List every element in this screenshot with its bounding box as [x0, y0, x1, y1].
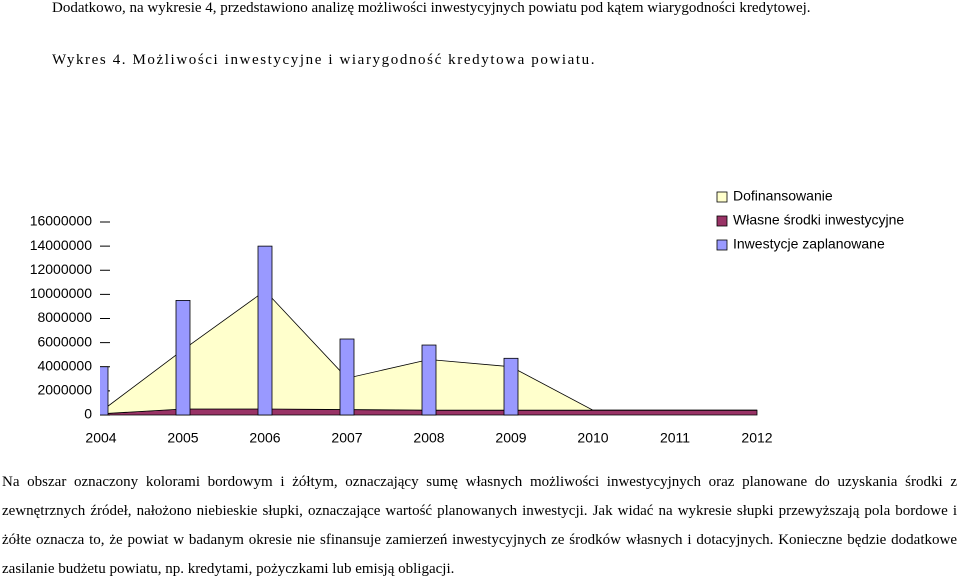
- y-tick-label: 2000000: [37, 382, 92, 398]
- y-tick-label: 4000000: [37, 357, 92, 373]
- bar: [339, 338, 355, 416]
- legend-swatch: [716, 215, 728, 227]
- legend-label: Własne środki inwestycyjne: [733, 212, 904, 228]
- y-tick-label: 10000000: [30, 285, 93, 301]
- y-tick-label: 0: [84, 406, 92, 422]
- legend-swatch: [716, 239, 728, 251]
- legend-swatch: [716, 191, 728, 203]
- x-tick-label: 2011: [660, 430, 690, 446]
- y-tick-label: 6000000: [37, 333, 92, 349]
- caption: Wykres 4. Możliwości inwestycyjne i wiar…: [52, 52, 597, 68]
- x-tick-label: 2010: [577, 430, 608, 446]
- legend-label: Dofinansowanie: [733, 188, 833, 204]
- x-tick-label: 2007: [331, 430, 362, 446]
- bar: [175, 300, 191, 416]
- bar: [421, 344, 437, 416]
- x-tick-label: 2006: [249, 430, 280, 446]
- x-tick-label: 2012: [741, 430, 772, 446]
- x-tick-label: 2009: [495, 430, 526, 446]
- x-tick-label: 2004: [85, 430, 116, 446]
- bar: [503, 357, 519, 416]
- x-tick-label: 2008: [413, 430, 444, 446]
- legend-label: Inwestycje zaplanowane: [733, 236, 885, 252]
- y-tick-label: 14000000: [30, 237, 93, 253]
- y-tick-label: 8000000: [37, 309, 92, 325]
- paragraph: Na obszar oznaczony kolorami bordowym i …: [2, 474, 957, 577]
- y-tick-label: 12000000: [30, 261, 93, 277]
- bars: [100, 245, 519, 416]
- bar: [100, 366, 109, 416]
- x-tick-label: 2005: [167, 430, 198, 446]
- chart: 0 2000000 4000000 6000000 8000000 10000000 120…: [30, 188, 905, 446]
- bar: [257, 245, 273, 416]
- y-tick-label: 16000000: [30, 213, 93, 229]
- paragraph: Dodatkowo, na wykresie 4, przedstawiono …: [52, 0, 811, 16]
